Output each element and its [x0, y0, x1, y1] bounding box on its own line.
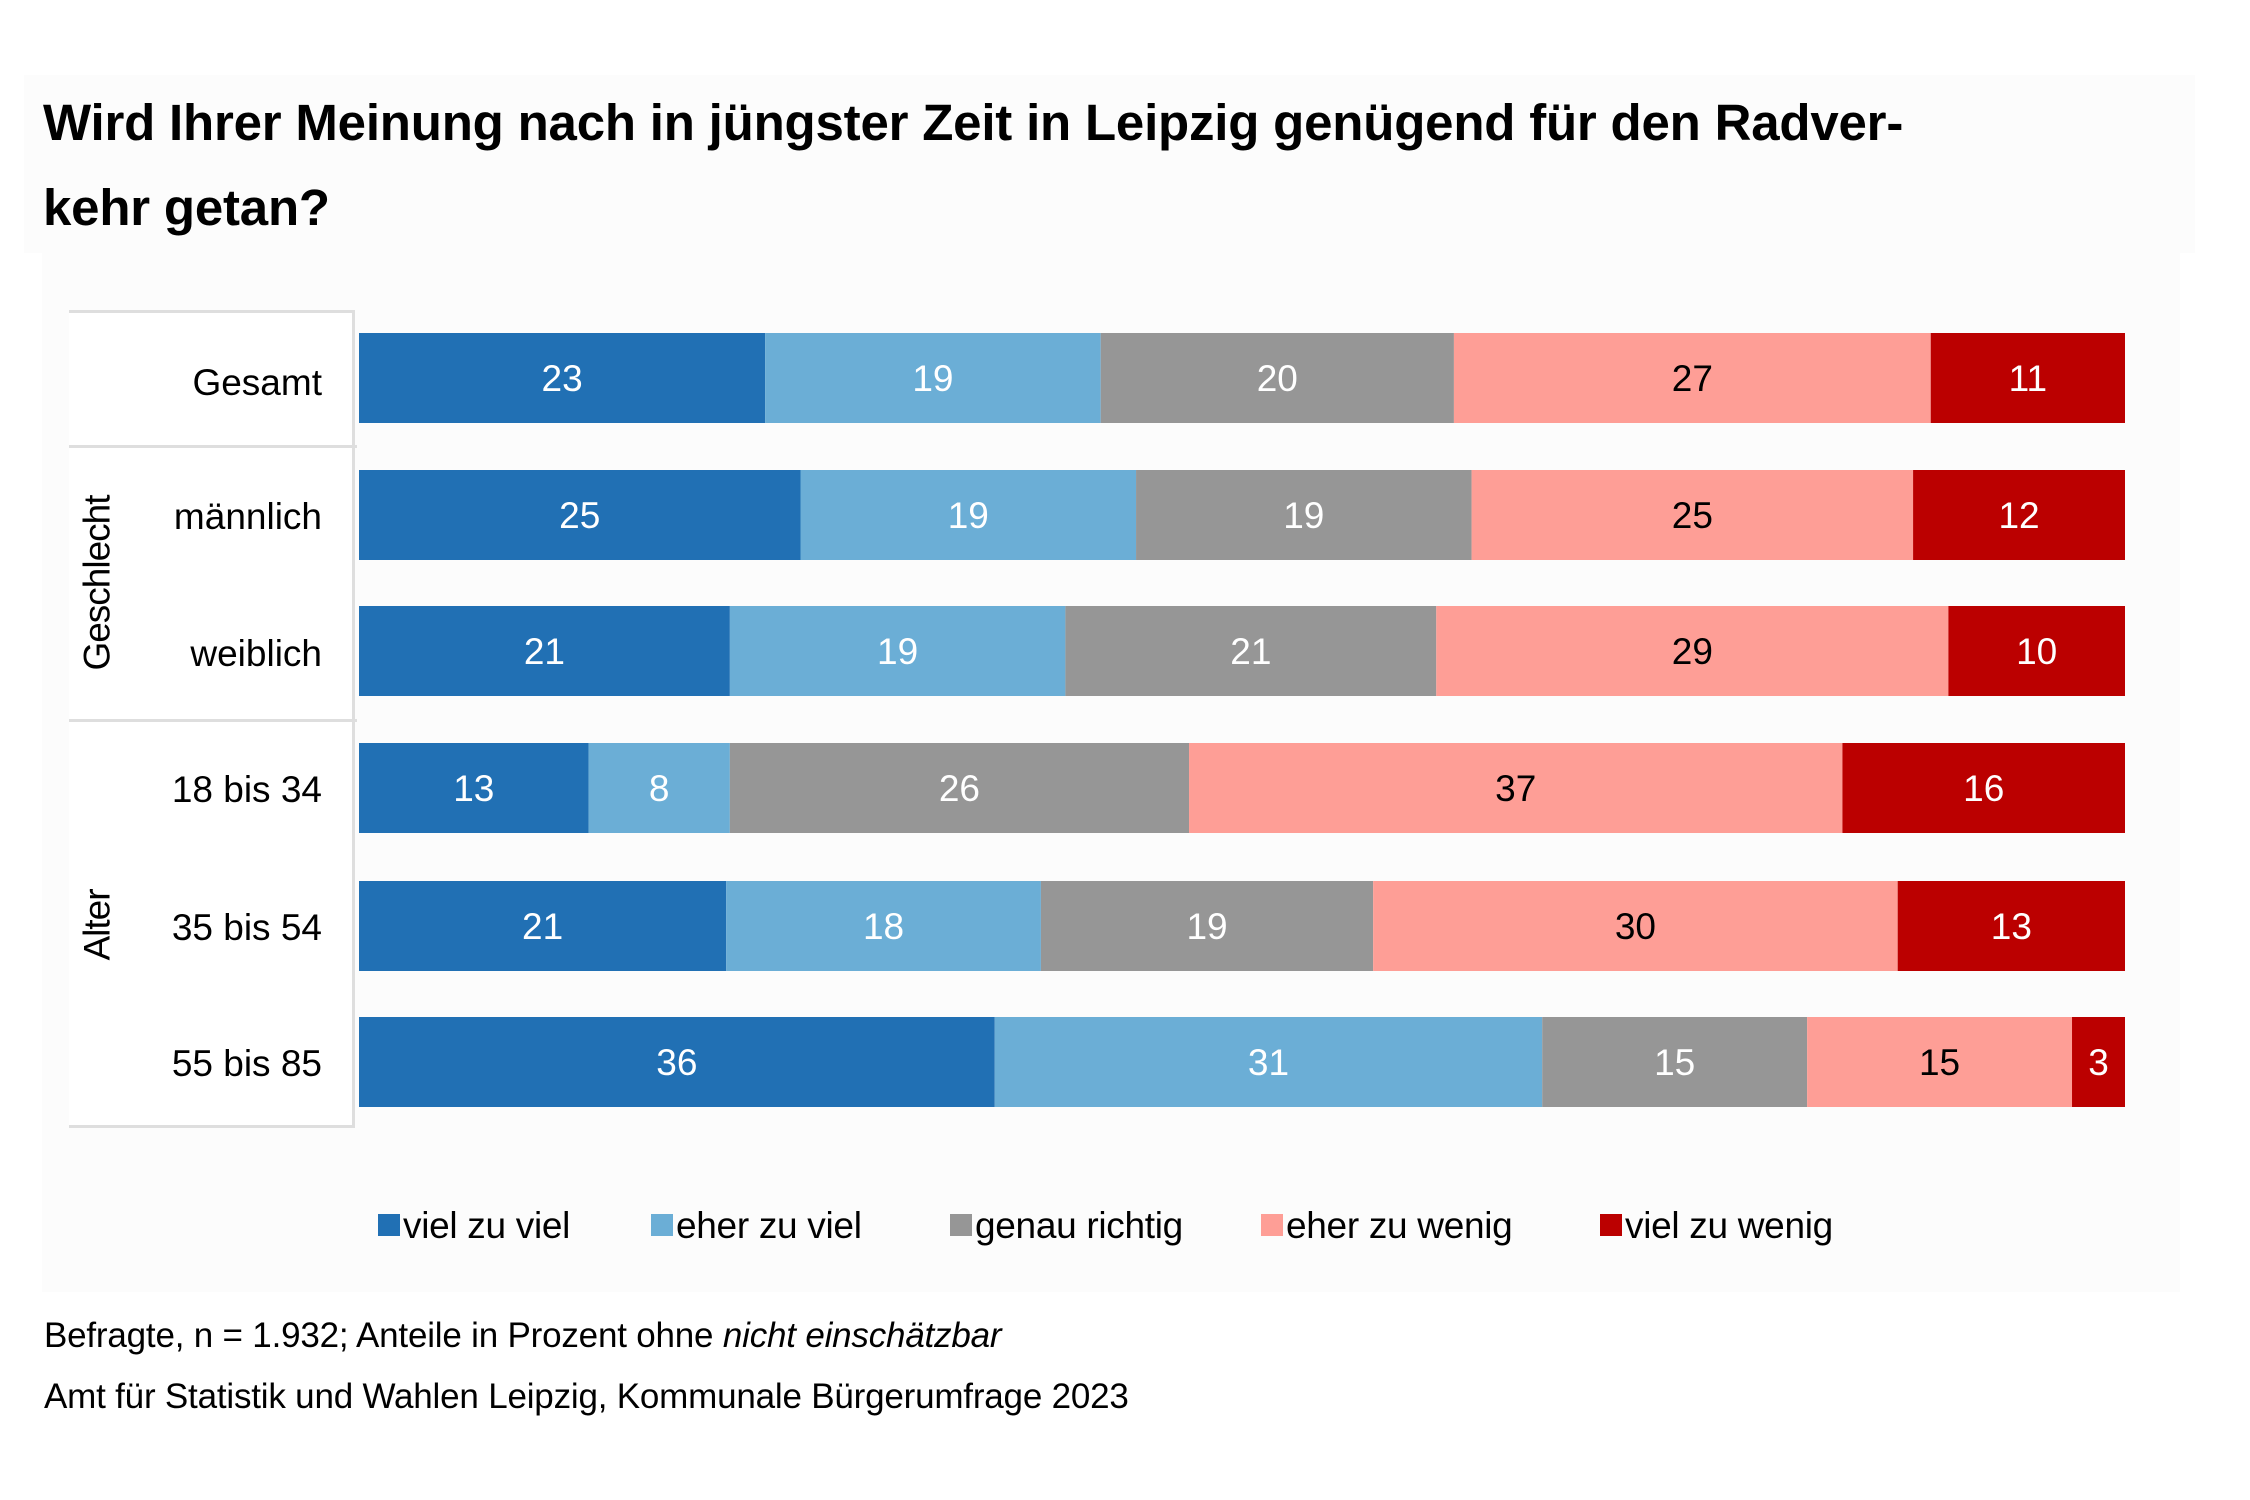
data-label-18-bis-34-1: 13 — [453, 768, 494, 809]
data-label-gesamt-4: 27 — [1672, 358, 1713, 399]
data-label-männlich-5: 12 — [1998, 495, 2039, 536]
chart-title-line-2: kehr getan? — [43, 179, 330, 236]
legend-item-eher-zu-wenig: eher zu wenig — [1261, 1203, 1513, 1247]
data-label-18-bis-34-5: 16 — [1963, 768, 2004, 809]
group-separator-alter — [69, 719, 357, 722]
bar-segment-gesamt-2 — [765, 333, 1101, 423]
legend-label: eher zu viel — [676, 1204, 862, 1246]
data-label-männlich-3: 19 — [1283, 495, 1324, 536]
data-label-55-bis-85-3: 15 — [1654, 1042, 1695, 1083]
bar-segment-weiblich-4 — [1436, 606, 1949, 696]
data-label-männlich-4: 25 — [1672, 495, 1713, 536]
legend-item-viel-zu-viel: viel zu viel — [378, 1203, 570, 1247]
bar-segment-55-bis-85-3 — [1542, 1017, 1808, 1107]
data-label-weiblich-3: 21 — [1230, 631, 1271, 672]
bar-segment-18-bis-34-1 — [359, 743, 589, 833]
data-label-55-bis-85-1: 36 — [656, 1042, 697, 1083]
bar-segment-männlich-4 — [1471, 470, 1914, 560]
bar-segment-18-bis-34-3 — [729, 743, 1190, 833]
data-label-weiblich-2: 19 — [877, 631, 918, 672]
bar-segment-55-bis-85-5 — [2072, 1017, 2125, 1107]
legend-label: eher zu wenig — [1286, 1204, 1513, 1246]
bar-segment-weiblich-2 — [729, 606, 1066, 696]
bar-segment-18-bis-34-4 — [1189, 743, 1843, 833]
bar-segment-18-bis-34-5 — [1842, 743, 2125, 833]
bar-segment-gesamt-4 — [1453, 333, 1931, 423]
data-label-18-bis-34-3: 26 — [939, 768, 980, 809]
bar-segment-gesamt-5 — [1930, 333, 2125, 423]
group-separator-geschlecht — [69, 445, 357, 448]
bar-segment-männlich-1 — [359, 470, 801, 560]
bar-segment-weiblich-5 — [1948, 606, 2125, 696]
bar-segment-35-bis-54-2 — [726, 881, 1041, 971]
data-label-gesamt-3: 20 — [1257, 358, 1298, 399]
data-label-männlich-1: 25 — [559, 495, 600, 536]
data-label-gesamt-5: 11 — [2009, 358, 2047, 399]
data-label-weiblich-1: 21 — [524, 631, 565, 672]
data-label-35-bis-54-4: 30 — [1615, 906, 1656, 947]
data-label-55-bis-85-4: 15 — [1919, 1042, 1960, 1083]
data-label-18-bis-34-4: 37 — [1495, 768, 1536, 809]
data-label-weiblich-5: 10 — [2016, 631, 2057, 672]
bar-segment-35-bis-54-5 — [1897, 881, 2125, 971]
row-label-weiblich: weiblich — [190, 633, 322, 674]
legend-item-genau-richtig: genau richtig — [950, 1203, 1183, 1247]
footer-note-text: Befragte, n = 1.932; Anteile in Prozent … — [44, 1316, 723, 1355]
row-label-maennlich: männlich — [173, 496, 322, 537]
data-label-35-bis-54-5: 13 — [1991, 906, 2032, 947]
bar-segment-gesamt-1 — [359, 333, 766, 423]
data-label-weiblich-4: 29 — [1672, 631, 1713, 672]
legend-label: genau richtig — [975, 1204, 1183, 1246]
bar-segment-18-bis-34-2 — [588, 743, 730, 833]
legend-item-eher-zu-viel: eher zu viel — [651, 1203, 862, 1247]
legend-swatch-viel-zu-viel — [378, 1214, 400, 1236]
bar-segment-gesamt-3 — [1100, 333, 1454, 423]
bar-segment-männlich-3 — [1136, 470, 1472, 560]
legend-swatch-eher-zu-wenig — [1261, 1214, 1283, 1236]
data-label-55-bis-85-2: 31 — [1248, 1042, 1289, 1083]
bar-segment-35-bis-54-4 — [1373, 881, 1898, 971]
row-label-18-34: 18 bis 34 — [171, 769, 322, 810]
row-label-35-54: 35 bis 54 — [171, 907, 322, 948]
data-label-55-bis-85-5: 3 — [2088, 1042, 2109, 1083]
bar-segment-männlich-5 — [1913, 470, 2125, 560]
legend-swatch-viel-zu-wenig — [1600, 1214, 1622, 1236]
footer-source: Amt für Statistik und Wahlen Leipzig, Ko… — [44, 1377, 1129, 1416]
bar-segment-35-bis-54-3 — [1040, 881, 1374, 971]
bar-segment-55-bis-85-4 — [1807, 1017, 2073, 1107]
chart-title-line-1: Wird Ihrer Meinung nach in jüngster Zeit… — [43, 94, 1904, 151]
data-label-35-bis-54-1: 21 — [522, 906, 563, 947]
data-label-gesamt-1: 23 — [542, 358, 583, 399]
data-label-männlich-2: 19 — [948, 495, 989, 536]
row-label-55-85: 55 bis 85 — [171, 1043, 322, 1084]
bar-segment-weiblich-1 — [359, 606, 730, 696]
legend-swatch-genau-richtig — [950, 1214, 972, 1236]
title-panel — [24, 75, 2195, 253]
legend-label: viel zu viel — [403, 1204, 571, 1246]
legend-label: viel zu wenig — [1625, 1204, 1833, 1246]
legend-item-viel-zu-wenig: viel zu wenig — [1600, 1203, 1833, 1247]
bar-segment-weiblich-3 — [1065, 606, 1437, 696]
bar-segment-55-bis-85-1 — [359, 1017, 995, 1107]
bar-segment-männlich-2 — [800, 470, 1137, 560]
footer-note-italic: nicht einschätzbar — [722, 1316, 1002, 1355]
data-label-18-bis-34-2: 8 — [649, 768, 670, 809]
data-label-35-bis-54-2: 18 — [863, 906, 904, 947]
footer-note: Befragte, n = 1.932; Anteile in Prozent … — [44, 1316, 1002, 1355]
data-label-gesamt-2: 19 — [912, 358, 953, 399]
data-label-35-bis-54-3: 19 — [1186, 906, 1227, 947]
row-label-gesamt: Gesamt — [192, 362, 322, 403]
bar-segment-55-bis-85-2 — [994, 1017, 1543, 1107]
bar-segment-35-bis-54-1 — [359, 881, 727, 971]
legend-swatch-eher-zu-viel — [651, 1214, 673, 1236]
